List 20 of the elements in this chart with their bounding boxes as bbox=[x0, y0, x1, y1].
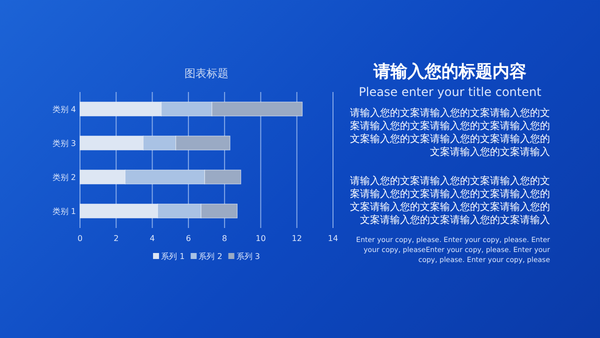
x-tick-label: 10 bbox=[256, 234, 266, 243]
y-tick-label: 类别 3 bbox=[52, 139, 76, 148]
x-tick-label: 8 bbox=[222, 234, 228, 243]
text: 请输入您的文案请输入您的文案请输入您的文案请输入您的文案请输入您的文案请输入您的文案输入您的文案请输入您的文案请输入您的文案请输入您的文案请输入 bbox=[350, 107, 550, 159]
legend-label: 系列 2 bbox=[198, 252, 222, 261]
legend-label: 系列 3 bbox=[236, 252, 260, 261]
x-tick-label: 0 bbox=[77, 234, 83, 243]
text: Please enter your title content bbox=[358, 85, 542, 99]
legend-label: 系列 1 bbox=[161, 252, 185, 261]
x-tick-label: 2 bbox=[114, 234, 119, 243]
x-tick-label: 4 bbox=[150, 234, 155, 243]
y-tick-label: 类别 4 bbox=[52, 105, 76, 114]
x-tick-label: 12 bbox=[292, 234, 302, 243]
y-tick-label: 类别 2 bbox=[52, 173, 76, 182]
x-tick-label: 14 bbox=[328, 234, 338, 243]
y-tick-label: 类别 1 bbox=[52, 207, 76, 216]
text: 请输入您的文案请输入您的文案请输入您的文案请输入您的文案请输入您的文案请输入您的文案请输入您的文案输入您的文案请输入您的文案请输入您的文案请输入您的文案请输入 bbox=[350, 175, 550, 227]
chart-title: 图表标题 bbox=[184, 67, 228, 80]
text: 请输入您的标题内容 bbox=[372, 61, 528, 83]
x-tick-label: 6 bbox=[186, 234, 191, 243]
